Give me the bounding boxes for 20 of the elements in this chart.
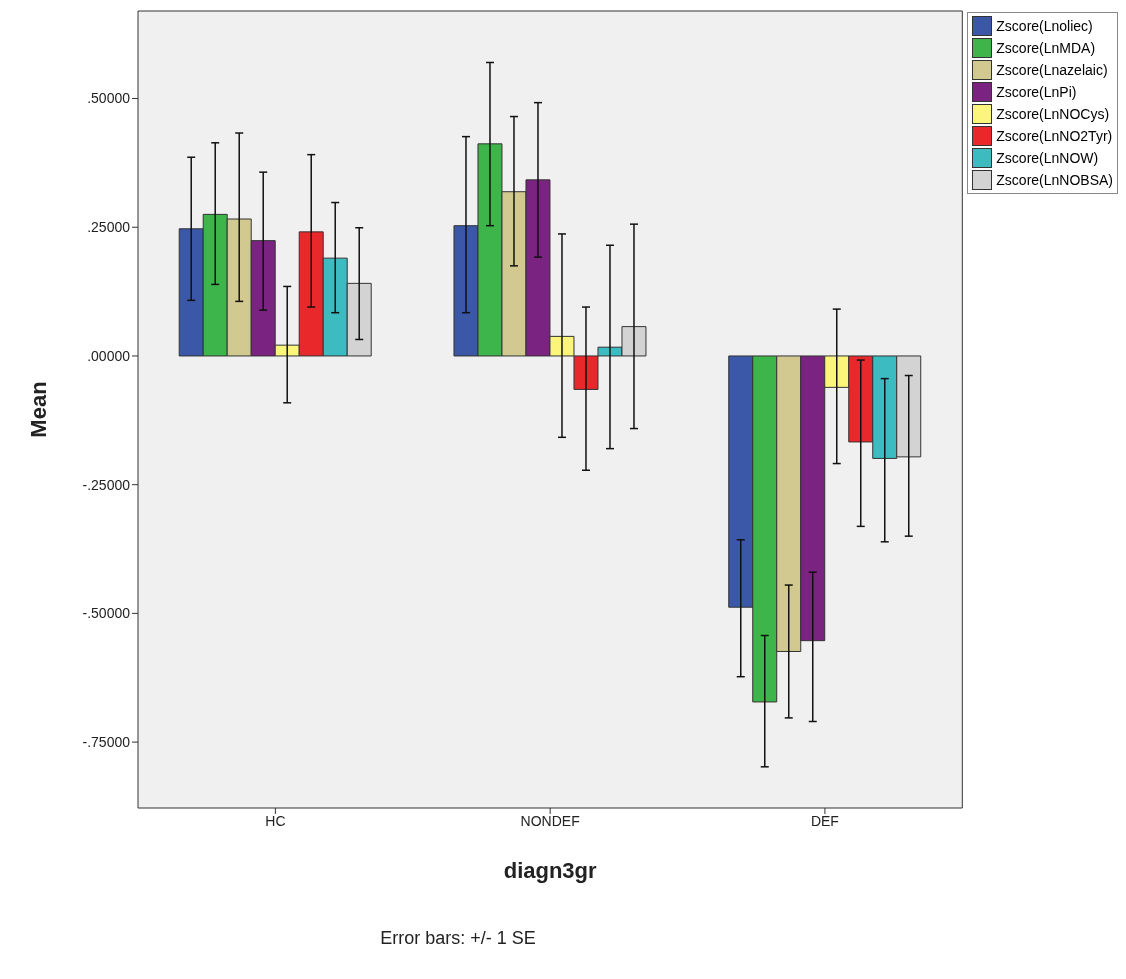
y-tick-label: .50000	[87, 90, 131, 107]
y-tick-label: -.25000	[82, 476, 131, 493]
x-tick-label: DEF	[810, 812, 839, 829]
legend-label: Zscore(LnNOCys)	[996, 106, 1110, 122]
x-tick-label: HC	[265, 812, 286, 829]
legend-label: Zscore(LnPi)	[996, 84, 1077, 100]
y-tick-label: .25000	[87, 219, 131, 236]
text: Error bars: +/- 1 SE	[379, 928, 537, 949]
y-tick-label: -.75000	[82, 734, 131, 751]
legend-label: Zscore(Lnoliec)	[996, 18, 1093, 34]
legend-label: Zscore(LnNOBSA)	[996, 172, 1113, 188]
legend-label: Zscore(Lnazelaic)	[996, 62, 1108, 78]
legend-label: Zscore(LnNO2Tyr)	[996, 128, 1113, 144]
y-tick-label: .00000	[87, 347, 131, 364]
y-tick-label: -.50000	[82, 605, 131, 622]
legend-label: Zscore(LnNOW)	[996, 150, 1099, 166]
legend-label: Zscore(LnMDA)	[996, 40, 1096, 56]
y-axis-title: Mean	[25, 381, 51, 438]
x-axis-title: diagn3gr	[503, 858, 598, 883]
x-tick-label: NONDEF	[520, 812, 580, 829]
